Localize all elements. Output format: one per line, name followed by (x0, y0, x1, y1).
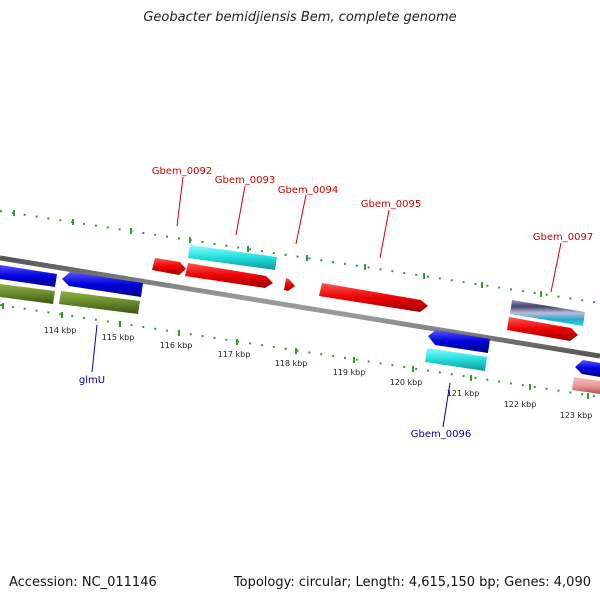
scale-label-120: 120 kbp (390, 378, 423, 387)
gene-label-gbem-0094: Gbem_0094 (278, 185, 338, 196)
lower-tick-track (0, 303, 600, 399)
scale-label-123: 123 kbp (560, 411, 593, 420)
scale-label-114: 114 kbp (44, 326, 77, 335)
reverse-cds-track (0, 265, 600, 377)
upper-tick-track (0, 210, 600, 304)
scale-label-119: 119 kbp (333, 368, 366, 377)
genome-summary-text: Topology: circular; Length: 4,615,150 bp… (233, 575, 591, 590)
genome-backbone (0, 255, 600, 359)
gene-label-gbem-0097: Gbem_0097 (533, 232, 593, 243)
scale-label-115: 115 kbp (102, 333, 135, 342)
gene-feature-left-edge[interactable] (0, 284, 55, 304)
forward-cds-track (152, 258, 578, 341)
gene-feature-glmu[interactable] (59, 291, 140, 314)
cds-feature-gbem-0092[interactable] (152, 258, 186, 275)
cds-feature-gbem-0095[interactable] (319, 283, 428, 312)
cds-feature-gbem-0094[interactable] (284, 278, 295, 291)
scale-labels: 114 kbp 115 kbp 116 kbp 117 kbp 118 kbp … (44, 326, 593, 420)
gene-label-gbem-0093: Gbem_0093 (215, 175, 275, 186)
gene-label-gbem-0092: Gbem_0092 (152, 166, 212, 177)
cds-feature-gbem-0097[interactable] (507, 317, 578, 341)
accession-text: Accession: NC_011146 (9, 575, 157, 590)
top-label-leaders (176, 176, 562, 293)
bottom-label-leaders (91, 324, 451, 428)
scale-label-122: 122 kbp (504, 400, 537, 409)
cds-feature-gbem-0093[interactable] (185, 263, 273, 288)
cds-feature-right-edge[interactable] (575, 360, 600, 377)
gene-label-glmu: glmU (79, 375, 105, 386)
map-title: Geobacter bemidjiensis Bem, complete gen… (143, 10, 457, 25)
gene-feature-gbem-0096[interactable] (425, 348, 487, 371)
cyan-feature-gbem-0093[interactable] (188, 245, 277, 270)
pink-feature-right-edge[interactable] (572, 377, 600, 394)
gene-label-gbem-0096: Gbem_0096 (411, 429, 471, 440)
scale-label-117: 117 kbp (218, 350, 251, 359)
lavender-feature-gbem-0097[interactable] (510, 300, 585, 326)
cds-feature-left-edge[interactable] (0, 265, 57, 287)
scale-label-121: 121 kbp (447, 389, 480, 398)
gene-label-gbem-0095: Gbem_0095 (361, 199, 421, 210)
scale-label-118: 118 kbp (275, 359, 308, 368)
cds-feature-glmu[interactable] (62, 272, 143, 297)
cds-feature-gbem-0096[interactable] (428, 330, 490, 353)
scale-label-116: 116 kbp (160, 341, 193, 350)
